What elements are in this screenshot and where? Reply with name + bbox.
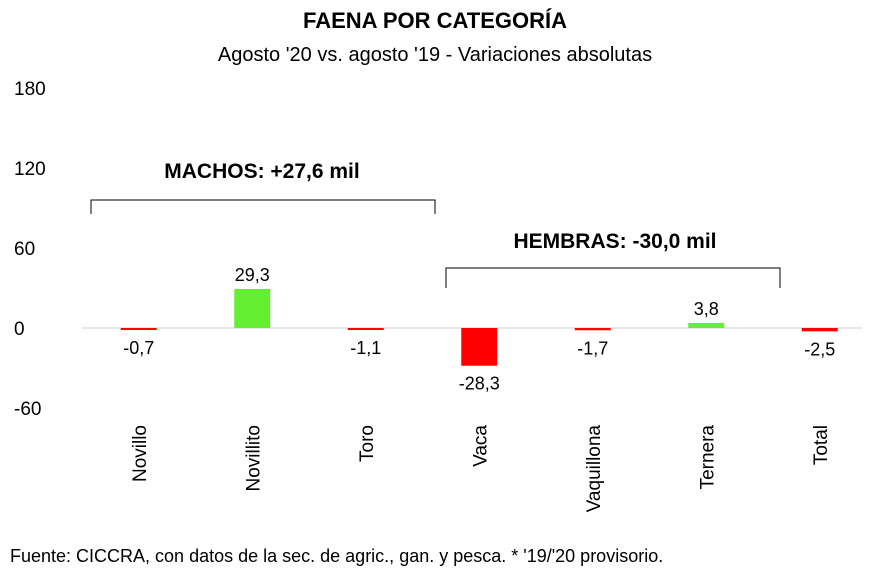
bar [801,328,838,332]
category-label: Novillito [243,425,264,492]
category-label: Ternera [697,425,718,490]
data-label: -1,1 [350,338,381,358]
group-label: HEMBRAS: -30,0 mil [513,230,716,253]
bar [574,328,611,331]
data-label: -28,3 [459,374,500,394]
data-label: 3,8 [694,299,719,319]
data-label: -2,5 [804,339,835,359]
category-label: Toro [357,425,378,462]
bar [688,322,725,328]
y-tick-label: 0 [14,319,25,340]
chart-title: FAENA POR CATEGORÍA [302,8,567,33]
bar [461,328,498,366]
data-label: 29,3 [235,265,270,285]
source-note: Fuente: CICCRA, con datos de la sec. de … [10,546,664,566]
y-tick-label: 180 [14,79,46,100]
category-label: Vaca [470,425,491,467]
category-label: Novillo [130,425,151,482]
group-bracket [445,267,781,288]
y-tick-label: 60 [14,239,35,260]
y-tick-label: -60 [14,399,41,420]
y-tick-label: 120 [14,159,46,180]
bar [347,328,384,330]
group-label: MACHOS: +27,6 mil [164,160,359,183]
chart-subtitle: Agosto '20 vs. agosto '19 - Variaciones … [217,44,653,66]
data-label: -0,7 [123,338,154,358]
category-label: Total [811,425,832,465]
bar [120,328,157,330]
data-label: -1,7 [577,338,608,358]
bar [234,288,271,328]
category-label: Vaquillona [584,425,605,513]
group-bracket [90,199,436,214]
